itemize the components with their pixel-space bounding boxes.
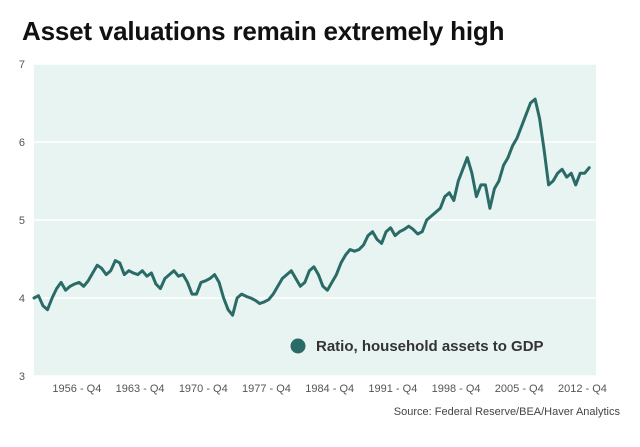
- legend-label: Ratio, household assets to GDP: [316, 338, 544, 355]
- y-tick-label-6: 6: [19, 137, 25, 149]
- x-tick-label-2: 1970 - Q4: [179, 383, 228, 395]
- x-tick-label-7: 2005 - Q4: [495, 383, 544, 395]
- legend: Ratio, household assets to GDP: [290, 338, 544, 355]
- x-tick-label-8: 2012 - Q4: [558, 383, 607, 395]
- series-line-0: [32, 97, 591, 317]
- chart-title: Asset valuations remain extremely high: [22, 16, 505, 46]
- x-tick-label-4: 1984 - Q4: [305, 383, 354, 395]
- series-layer: [32, 97, 591, 317]
- x-tick-label-0: 1956 - Q4: [52, 383, 101, 395]
- y-tick-label-7: 7: [19, 59, 25, 71]
- legend-marker: [290, 338, 306, 354]
- y-tick-label-3: 3: [19, 371, 25, 383]
- grid-lines: [34, 63, 596, 377]
- source-note: Source: Federal Reserve/BEA/Haver Analyt…: [393, 406, 620, 418]
- x-tick-label-3: 1977 - Q4: [242, 383, 291, 395]
- x-axis-ticks: 1956 - Q4 1963 - Q4 1970 - Q4 1977 - Q4 1984…: [52, 383, 606, 395]
- y-tick-label-5: 5: [19, 215, 25, 227]
- y-tick-label-4: 4: [19, 293, 25, 305]
- x-tick-label-5: 1991 - Q4: [368, 383, 417, 395]
- x-tick-label-6: 1998 - Q4: [432, 383, 481, 395]
- x-tick-label-1: 1963 - Q4: [116, 383, 165, 395]
- y-axis-ticks: 3 4 5 6 7: [19, 59, 25, 383]
